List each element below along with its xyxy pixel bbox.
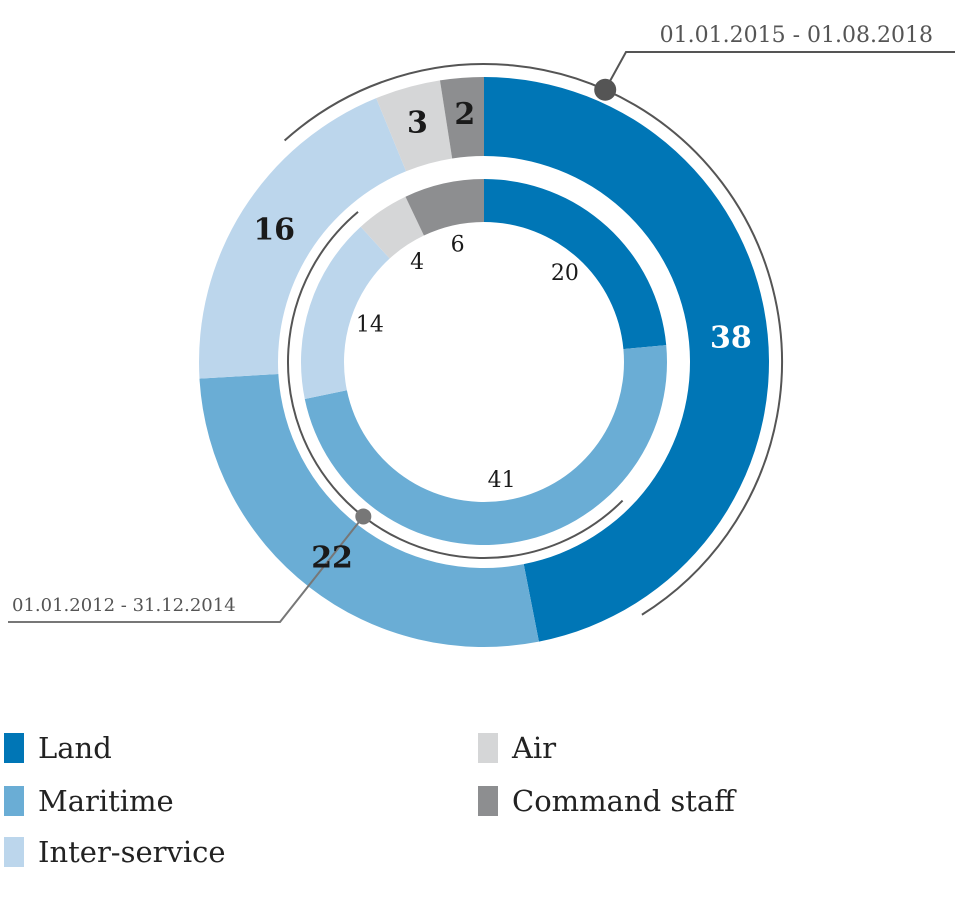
outer-period-arc <box>283 63 783 616</box>
outer-label-air: 3 <box>407 106 428 141</box>
inner-slice-air <box>360 196 424 259</box>
inner-period-arc <box>287 211 624 559</box>
inner-period-label: 01.01.2012 - 31.12.2014 <box>12 595 236 616</box>
inner-period-marker <box>355 508 372 525</box>
outer-ring <box>199 77 769 647</box>
inner-period-leader <box>8 515 365 623</box>
inner-label-command-staff: 6 <box>451 232 465 257</box>
outer-label-maritime: 22 <box>311 541 353 576</box>
inner-slice-inter-service <box>300 226 390 399</box>
outer-slice-inter-service <box>199 98 407 379</box>
outer-period-leader <box>604 51 955 91</box>
outer-slice-air <box>376 80 453 172</box>
outer-slice-maritime <box>199 373 539 647</box>
inner-label-maritime: 41 <box>488 468 516 493</box>
slice-labels: 38 22 16 3 2 20 41 14 4 6 <box>253 97 751 575</box>
inner-slice-command-staff <box>405 179 484 236</box>
outer-label-inter-service: 16 <box>253 212 295 247</box>
outer-label-land: 38 <box>710 320 752 355</box>
outer-period-label: 01.01.2015 - 01.08.2018 <box>660 23 933 48</box>
inner-label-inter-service: 14 <box>356 312 384 337</box>
outer-slice-command-staff <box>439 77 484 159</box>
outer-period-marker <box>594 78 617 101</box>
inner-slice-maritime <box>304 345 667 546</box>
inner-label-land: 20 <box>551 261 579 286</box>
inner-slice-land <box>484 179 667 350</box>
outer-slice-land <box>484 77 769 642</box>
inner-ring <box>300 179 667 546</box>
inner-label-air: 4 <box>410 250 424 275</box>
period-brackets <box>8 51 955 623</box>
outer-label-command-staff: 2 <box>454 97 475 132</box>
